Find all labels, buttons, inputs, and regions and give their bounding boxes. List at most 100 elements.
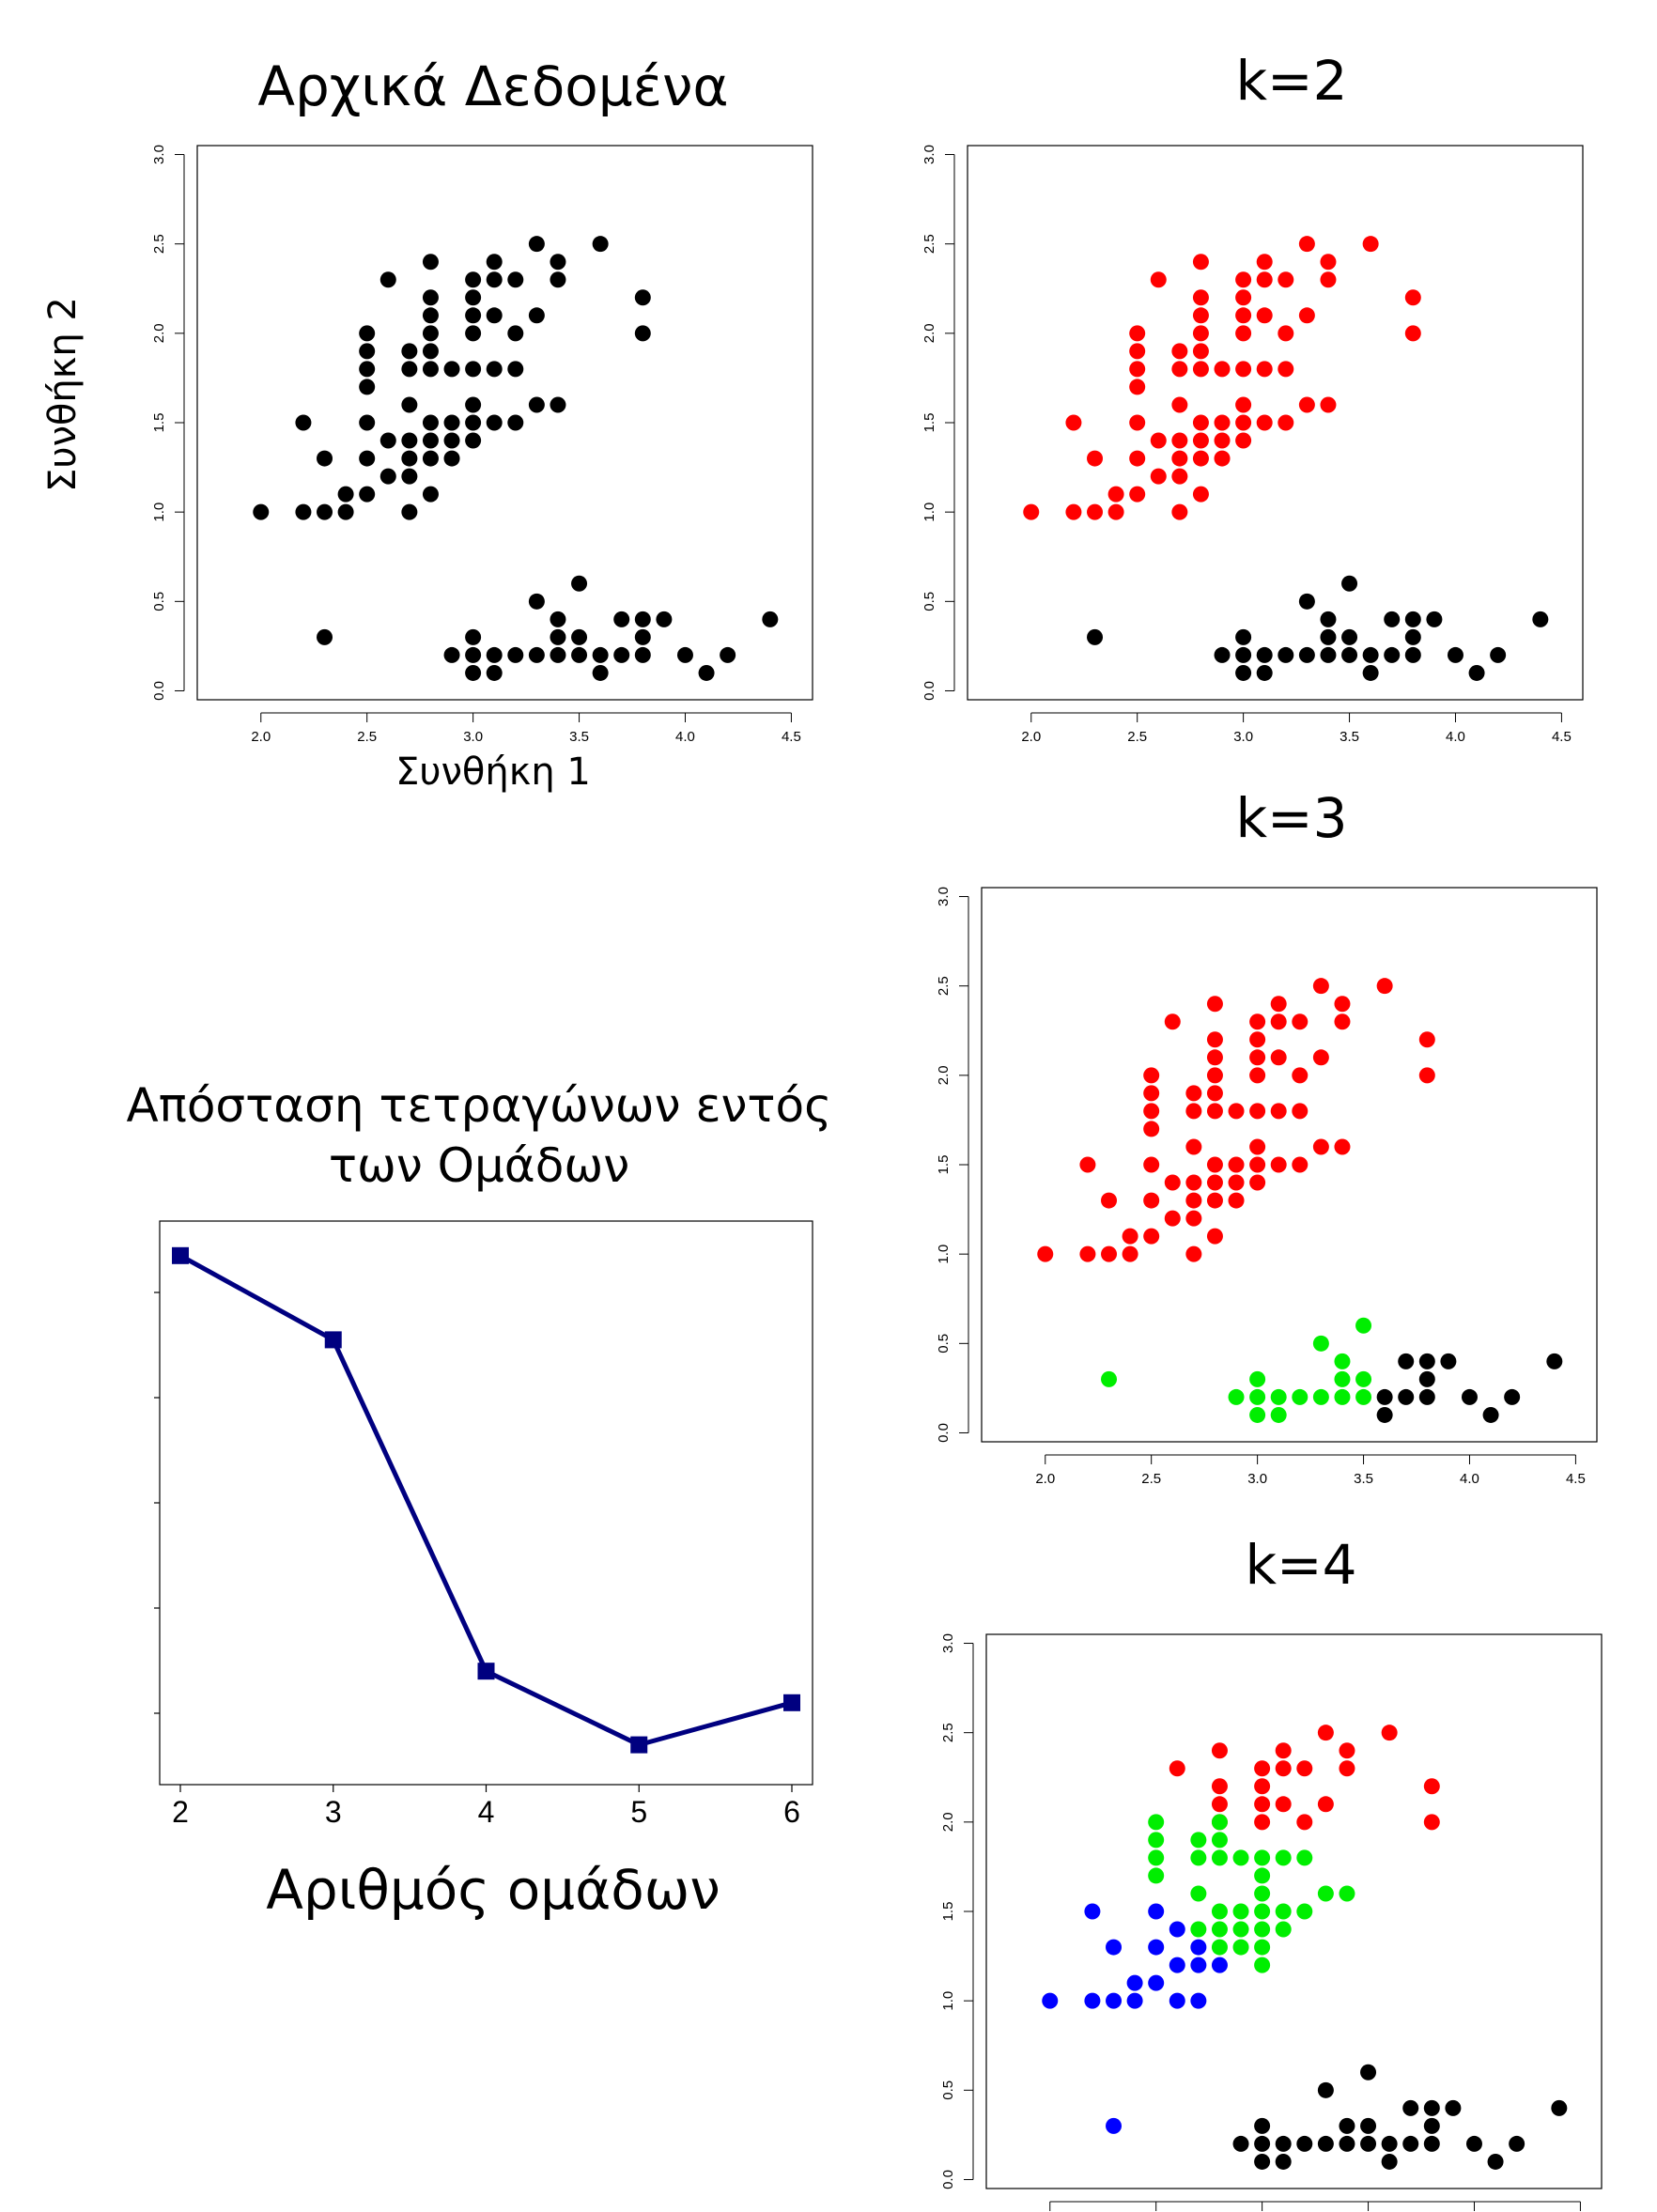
k3-point — [1312, 1138, 1329, 1155]
k3-point — [1334, 1138, 1351, 1155]
k2-point — [1362, 236, 1379, 253]
k2-point — [1235, 432, 1252, 449]
k3-point — [1270, 996, 1287, 1013]
k4-point — [1148, 1849, 1165, 1866]
k2-point — [1235, 325, 1252, 342]
k2-chart-title: k=2 — [1235, 49, 1348, 113]
k3-point — [1206, 1085, 1223, 1102]
k3-point — [1185, 1174, 1202, 1191]
k3-point — [1228, 1192, 1245, 1209]
elbow-chart-xlabel: Αριθμός ομάδων — [266, 1858, 720, 1922]
original-y-tick-label: 2.0 — [151, 323, 167, 343]
k3-point — [1249, 1156, 1266, 1173]
original-x-tick-label: 3.0 — [463, 729, 483, 745]
k3-point — [1482, 1406, 1499, 1423]
k3-x-tick-label: 4.0 — [1460, 1471, 1479, 1487]
k3-point — [1334, 1370, 1351, 1387]
k4-point — [1339, 2117, 1355, 2134]
original-point — [465, 414, 482, 431]
k2-x-tick-label: 2.0 — [1021, 729, 1041, 745]
original-point — [592, 646, 609, 663]
k2-point — [1087, 450, 1104, 467]
k4-point — [1190, 1939, 1207, 1956]
k3-point — [1185, 1085, 1202, 1102]
k4-point — [1339, 1885, 1355, 1902]
k4-point — [1317, 1885, 1334, 1902]
k2-y-tick-label: 2.5 — [921, 234, 937, 254]
k2-point — [1214, 450, 1231, 467]
k3-point — [1292, 1103, 1309, 1120]
original-point — [486, 361, 503, 378]
k3-point — [1270, 1406, 1287, 1423]
k3-point — [1079, 1156, 1096, 1173]
k2-point — [1129, 361, 1146, 378]
original-point — [401, 396, 418, 413]
k3-point — [1440, 1353, 1457, 1369]
k4-point — [1169, 1957, 1185, 1973]
k3-plot-frame — [981, 887, 1598, 1443]
k4-point — [1211, 1939, 1228, 1956]
k4-point — [1509, 2135, 1525, 2152]
k3-point — [1185, 1103, 1202, 1120]
k4-point — [1084, 1903, 1101, 1920]
elbow-point-marker — [477, 1663, 495, 1680]
k4-point — [1211, 1742, 1228, 1759]
k4-point — [1148, 1903, 1165, 1920]
original-point — [359, 343, 376, 360]
k2-y-tick-label: 1.5 — [921, 413, 937, 433]
original-point — [401, 450, 418, 467]
k3-point — [1376, 1388, 1393, 1405]
k2-point — [1065, 503, 1082, 520]
k3-point — [1228, 1388, 1245, 1405]
k3-x-tick-label: 3.5 — [1354, 1471, 1373, 1487]
original-point — [676, 646, 693, 663]
k4-point — [1148, 1867, 1165, 1884]
k2-point — [1192, 450, 1209, 467]
k4-point — [1360, 2135, 1377, 2152]
k2-point — [1532, 611, 1549, 627]
k3-point — [1143, 1067, 1160, 1084]
original-point — [337, 486, 354, 503]
original-point — [465, 432, 482, 449]
elbow-x-tick-label: 4 — [478, 1795, 495, 1829]
k2-point — [1171, 361, 1188, 378]
k4-point — [1296, 1760, 1313, 1777]
original-point — [359, 325, 376, 342]
original-point — [507, 271, 524, 288]
k2-point — [1087, 503, 1104, 520]
k3-point — [1249, 1103, 1266, 1120]
k2-point — [1235, 361, 1252, 378]
k4-point — [1254, 1939, 1271, 1956]
original-point — [486, 271, 503, 288]
k3-point — [1185, 1245, 1202, 1262]
k2-point — [1320, 271, 1337, 288]
original-point — [359, 486, 376, 503]
k2-point — [1447, 646, 1463, 663]
k4-point — [1148, 1832, 1165, 1848]
k3-point — [1143, 1121, 1160, 1137]
original-point — [507, 646, 524, 663]
k4-point — [1275, 1849, 1292, 1866]
k2-point — [1150, 432, 1167, 449]
original-point — [422, 414, 439, 431]
original-point — [486, 646, 503, 663]
k2-point — [1278, 414, 1294, 431]
k4-point — [1487, 2153, 1504, 2170]
original-point — [422, 289, 439, 306]
k3-point — [1249, 1031, 1266, 1048]
original-point — [443, 432, 460, 449]
original-y-tick-label: 0.0 — [151, 681, 167, 701]
k3-point — [1418, 1388, 1435, 1405]
original-point — [465, 646, 482, 663]
original-point — [379, 432, 396, 449]
elbow-x-tick-label: 5 — [630, 1795, 647, 1829]
original-point — [401, 503, 418, 520]
k3-y-tick-label: 2.5 — [936, 976, 952, 996]
k2-point — [1320, 611, 1337, 627]
original-point — [634, 646, 651, 663]
original-point — [634, 628, 651, 645]
k2-point — [1256, 361, 1273, 378]
original-point — [465, 628, 482, 645]
k3-point — [1398, 1353, 1415, 1369]
k4-point — [1254, 2153, 1271, 2170]
